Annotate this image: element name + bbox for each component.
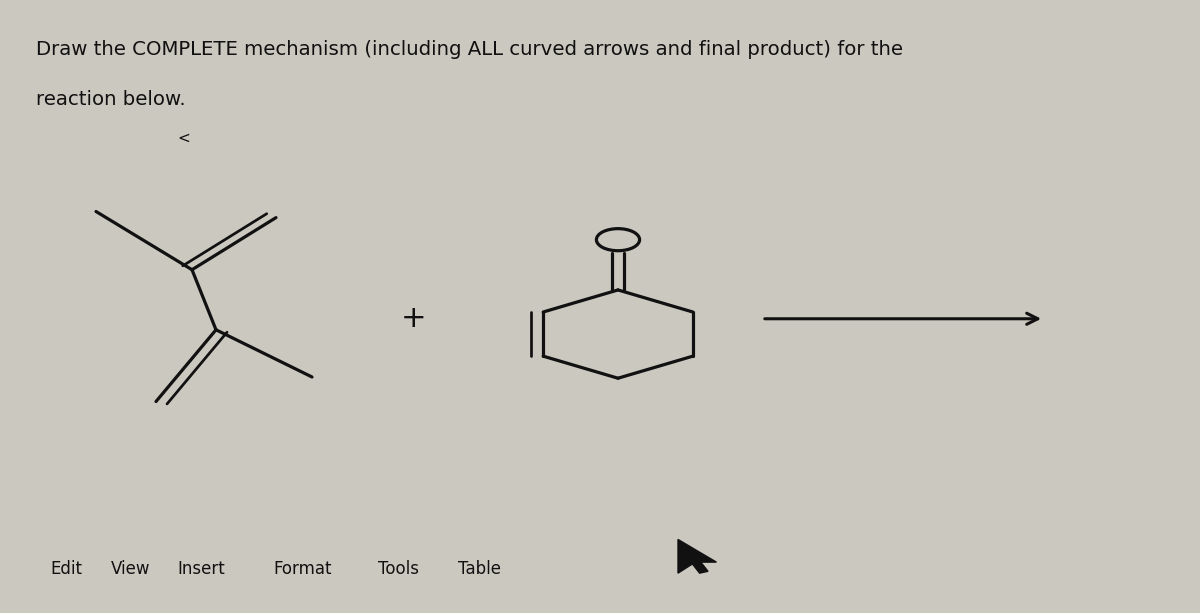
Text: Insert: Insert	[178, 560, 226, 578]
Text: +: +	[401, 304, 427, 333]
Text: Draw the COMPLETE mechanism (including ALL curved arrows and final product) for : Draw the COMPLETE mechanism (including A…	[36, 40, 904, 59]
Text: Table: Table	[458, 560, 502, 578]
Text: Edit: Edit	[50, 560, 83, 578]
Text: Tools: Tools	[378, 560, 419, 578]
Text: <: <	[178, 131, 191, 145]
Text: Format: Format	[274, 560, 332, 578]
Polygon shape	[678, 539, 716, 573]
Text: reaction below.: reaction below.	[36, 90, 186, 109]
Text: View: View	[110, 560, 150, 578]
